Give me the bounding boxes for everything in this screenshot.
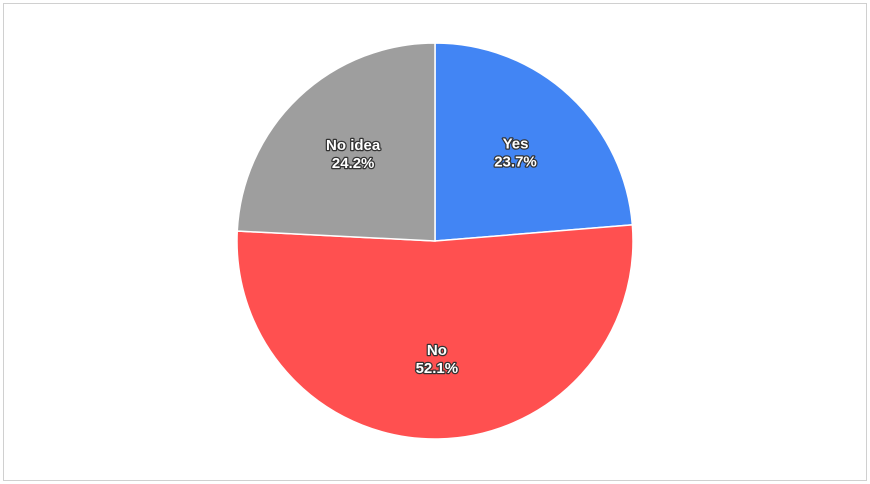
pie-slice [236, 42, 436, 242]
slice-label: Yes [503, 136, 529, 153]
pie-slice [236, 224, 634, 440]
slice-label: No [427, 342, 447, 359]
slice-label: No idea [326, 137, 381, 154]
pie-slice [434, 42, 634, 242]
slice-value-label: 23.7% [494, 154, 537, 171]
slice-value-label: 24.2% [332, 155, 375, 172]
slice-value-label: 52.1% [416, 360, 459, 377]
